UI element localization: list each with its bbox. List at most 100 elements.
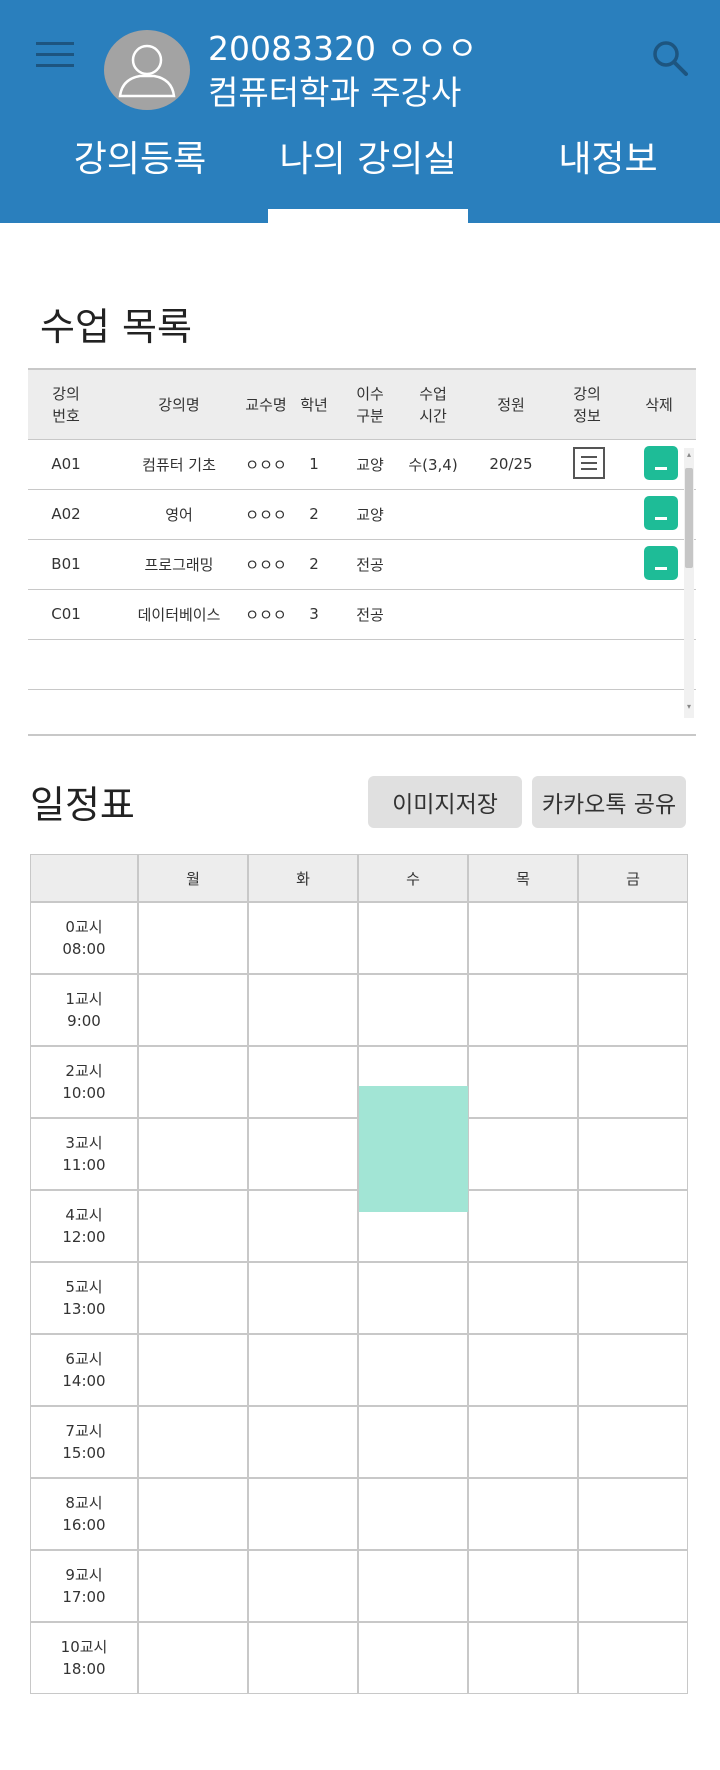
list-icon[interactable] (573, 447, 605, 479)
timetable-slot[interactable] (248, 1334, 358, 1406)
timetable-slot[interactable] (248, 1190, 358, 1262)
menu-icon[interactable] (36, 42, 74, 70)
cell-capacity (480, 540, 542, 588)
cell-code: C01 (51, 605, 81, 623)
timetable-corner (30, 854, 138, 902)
day-header: 월 (138, 854, 248, 902)
cell-capacity (480, 590, 542, 638)
table-row-empty (28, 640, 696, 690)
avatar-icon[interactable] (104, 30, 190, 110)
timetable-slot[interactable] (578, 1118, 688, 1190)
timetable-slot[interactable] (468, 1550, 578, 1622)
timetable-slot[interactable] (138, 1334, 248, 1406)
timetable-slot[interactable] (248, 1478, 358, 1550)
timetable-slot[interactable] (358, 974, 468, 1046)
period-time: 14:00 (62, 1372, 106, 1390)
timetable-slot[interactable] (468, 1262, 578, 1334)
timetable-slot[interactable] (358, 1622, 468, 1694)
table-row[interactable]: A01 컴퓨터 기초 ㅇㅇㅇ 1 교양 수(3,4) 20/25 (28, 440, 696, 490)
kakao-share-button[interactable]: 카카오톡 공유 (532, 776, 686, 828)
timetable-slot[interactable] (578, 1046, 688, 1118)
cell-grade: 2 (309, 555, 319, 573)
timetable-slot[interactable] (468, 1046, 578, 1118)
minus-icon[interactable] (644, 446, 678, 480)
timetable-slot[interactable] (578, 902, 688, 974)
timetable-slot[interactable] (248, 1550, 358, 1622)
timetable-slot[interactable] (138, 1262, 248, 1334)
timetable-slot[interactable] (138, 1118, 248, 1190)
timetable-slot[interactable] (248, 974, 358, 1046)
timetable-slot[interactable] (138, 1406, 248, 1478)
scrollbar-thumb[interactable] (685, 468, 693, 568)
period-name: 8교시 (65, 1494, 103, 1512)
col-grade: 학년 (300, 396, 328, 414)
timetable-slot[interactable] (138, 1622, 248, 1694)
table-row[interactable]: A02 영어 ㅇㅇㅇ 2 교양 (28, 490, 696, 540)
timetable-slot[interactable] (468, 1406, 578, 1478)
period-time: 13:00 (62, 1300, 106, 1318)
period-time: 11:00 (62, 1156, 106, 1174)
timetable-slot[interactable] (248, 1046, 358, 1118)
timetable-slot[interactable] (138, 1478, 248, 1550)
col-code: 강의 번호 (52, 385, 80, 425)
timetable-slot[interactable] (468, 902, 578, 974)
timetable-slot[interactable] (578, 1406, 688, 1478)
timetable-slot[interactable] (248, 1622, 358, 1694)
timetable-slot[interactable] (248, 1118, 358, 1190)
cell-time (400, 490, 466, 538)
timetable-slot[interactable] (468, 1190, 578, 1262)
table-row[interactable]: B01 프로그래밍 ㅇㅇㅇ 2 전공 (28, 540, 696, 590)
tab-my-info[interactable]: 내정보 (558, 139, 658, 180)
timetable-slot[interactable] (138, 974, 248, 1046)
timetable-slot[interactable] (468, 1478, 578, 1550)
timetable-slot[interactable] (468, 974, 578, 1046)
cell-time (400, 590, 466, 638)
timetable-slot[interactable] (578, 1334, 688, 1406)
timetable-slot[interactable] (358, 1478, 468, 1550)
timetable-slot[interactable] (358, 1406, 468, 1478)
timetable-slot[interactable] (358, 1550, 468, 1622)
timetable-slot[interactable] (468, 1334, 578, 1406)
class-block[interactable] (359, 1085, 468, 1212)
timetable-slot[interactable] (358, 902, 468, 974)
search-icon[interactable] (650, 38, 690, 78)
scroll-up-arrow-icon[interactable]: ▴ (686, 450, 691, 459)
save-image-button[interactable]: 이미지저장 (368, 776, 522, 828)
timetable-slot[interactable] (248, 1406, 358, 1478)
timetable-slot[interactable] (578, 1622, 688, 1694)
timetable-slot[interactable] (468, 1622, 578, 1694)
cell-capacity: 20/25 (489, 455, 533, 473)
period-time: 10:00 (62, 1084, 106, 1102)
period-name: 7교시 (65, 1422, 103, 1440)
table-header: 강의 번호 강의명 교수명 학년 이수 구분 수업 시간 정원 강의 정보 삭제 (28, 370, 696, 440)
timetable-slot[interactable] (138, 1190, 248, 1262)
tab-course-register[interactable]: 강의등록 (73, 139, 207, 180)
timetable-slot[interactable] (248, 1262, 358, 1334)
timetable-slot[interactable] (138, 902, 248, 974)
minus-icon[interactable] (644, 546, 678, 580)
cell-name: 컴퓨터 기초 (142, 455, 216, 474)
day-header: 화 (248, 854, 358, 902)
timetable-slot[interactable] (468, 1118, 578, 1190)
cell-capacity (480, 490, 542, 538)
timetable-slot[interactable] (248, 902, 358, 974)
timetable-slot[interactable] (578, 1190, 688, 1262)
tab-my-classroom[interactable]: 나의 강의실 (279, 139, 457, 180)
table-row[interactable]: C01 데이터베이스 ㅇㅇㅇ 3 전공 (28, 590, 696, 640)
timetable-slot[interactable] (138, 1046, 248, 1118)
timetable-slot[interactable] (578, 1478, 688, 1550)
minus-icon[interactable] (644, 496, 678, 530)
table-scrollbar[interactable] (684, 448, 694, 718)
timetable-slot[interactable] (578, 1550, 688, 1622)
timetable-slot[interactable] (358, 1334, 468, 1406)
timetable-slot[interactable] (578, 1262, 688, 1334)
timetable-slot[interactable] (578, 974, 688, 1046)
cell-grade: 1 (309, 455, 319, 473)
timetable-slot[interactable] (358, 1262, 468, 1334)
course-table: 강의 번호 강의명 교수명 학년 이수 구분 수업 시간 정원 강의 정보 삭제… (28, 368, 696, 736)
scroll-down-arrow-icon[interactable]: ▾ (686, 702, 691, 711)
timetable-slot[interactable] (138, 1550, 248, 1622)
app-header: 20083320 ㅇㅇㅇ 컴퓨터학과 주강사 강의등록 나의 강의실 내정보 (0, 0, 720, 223)
period-time: 15:00 (62, 1444, 106, 1462)
cell-type: 전공 (356, 605, 384, 624)
